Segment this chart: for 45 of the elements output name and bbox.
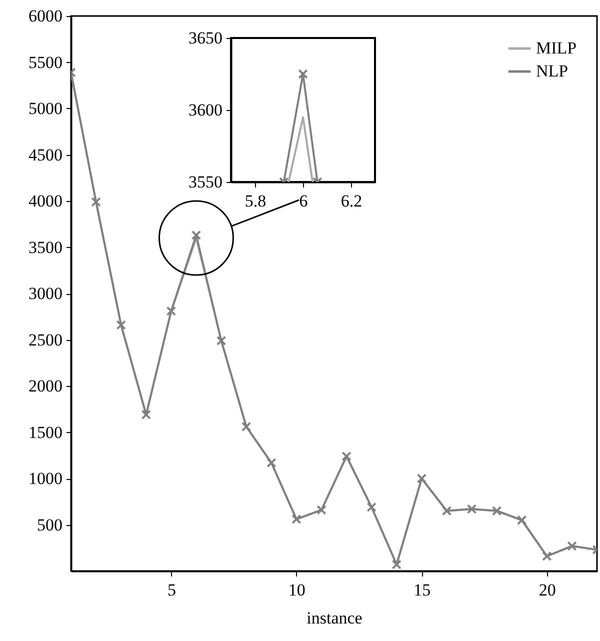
point [466, 504, 477, 514]
point [141, 410, 152, 420]
y-tick-label: 3600 [188, 100, 222, 120]
y-tick-label: 6000 [28, 6, 62, 26]
legend-label: MILP [536, 38, 577, 58]
point [416, 474, 427, 484]
x-tick-label: 15 [414, 580, 431, 600]
point [342, 451, 352, 462]
point [492, 506, 502, 516]
point [216, 336, 226, 346]
point [567, 541, 577, 551]
y-tick-label: 1500 [28, 422, 62, 442]
x-tick-label: 20 [538, 580, 556, 600]
point [292, 514, 302, 524]
x-tick-label: 6 [299, 192, 308, 210]
point [542, 551, 552, 562]
x-tick-label: 5.8 [244, 192, 266, 210]
point [442, 506, 452, 516]
point [266, 458, 276, 468]
point [91, 197, 101, 207]
y-tick-label: 3550 [188, 172, 222, 192]
y-tick-label: 2000 [28, 376, 62, 396]
point [366, 502, 376, 512]
y-tick-label: 3500 [28, 238, 62, 257]
y-tick-label: 500 [37, 515, 62, 534]
y-tick-label: 5500 [28, 52, 62, 72]
legend-label: NLP [536, 62, 568, 80]
x-axis-title: instance [306, 608, 362, 628]
x-tick-label: 6.2 [340, 192, 362, 210]
y-tick-label: 3650 [188, 28, 222, 48]
point [392, 560, 402, 570]
point [191, 230, 202, 240]
y-tick-label: 4500 [28, 145, 62, 164]
x-tick-label: 10 [288, 580, 306, 600]
x-tick-label: 5 [167, 580, 176, 600]
y-tick-label: 1000 [28, 469, 62, 488]
y-tick-label: 3000 [28, 284, 62, 303]
point [116, 320, 126, 330]
point [241, 422, 252, 432]
y-tick-label: 5000 [28, 99, 62, 118]
point [316, 505, 326, 515]
point [166, 306, 176, 316]
y-tick-label: 2500 [28, 330, 62, 350]
y-tick-label: 4000 [28, 192, 62, 210]
point [516, 515, 527, 525]
